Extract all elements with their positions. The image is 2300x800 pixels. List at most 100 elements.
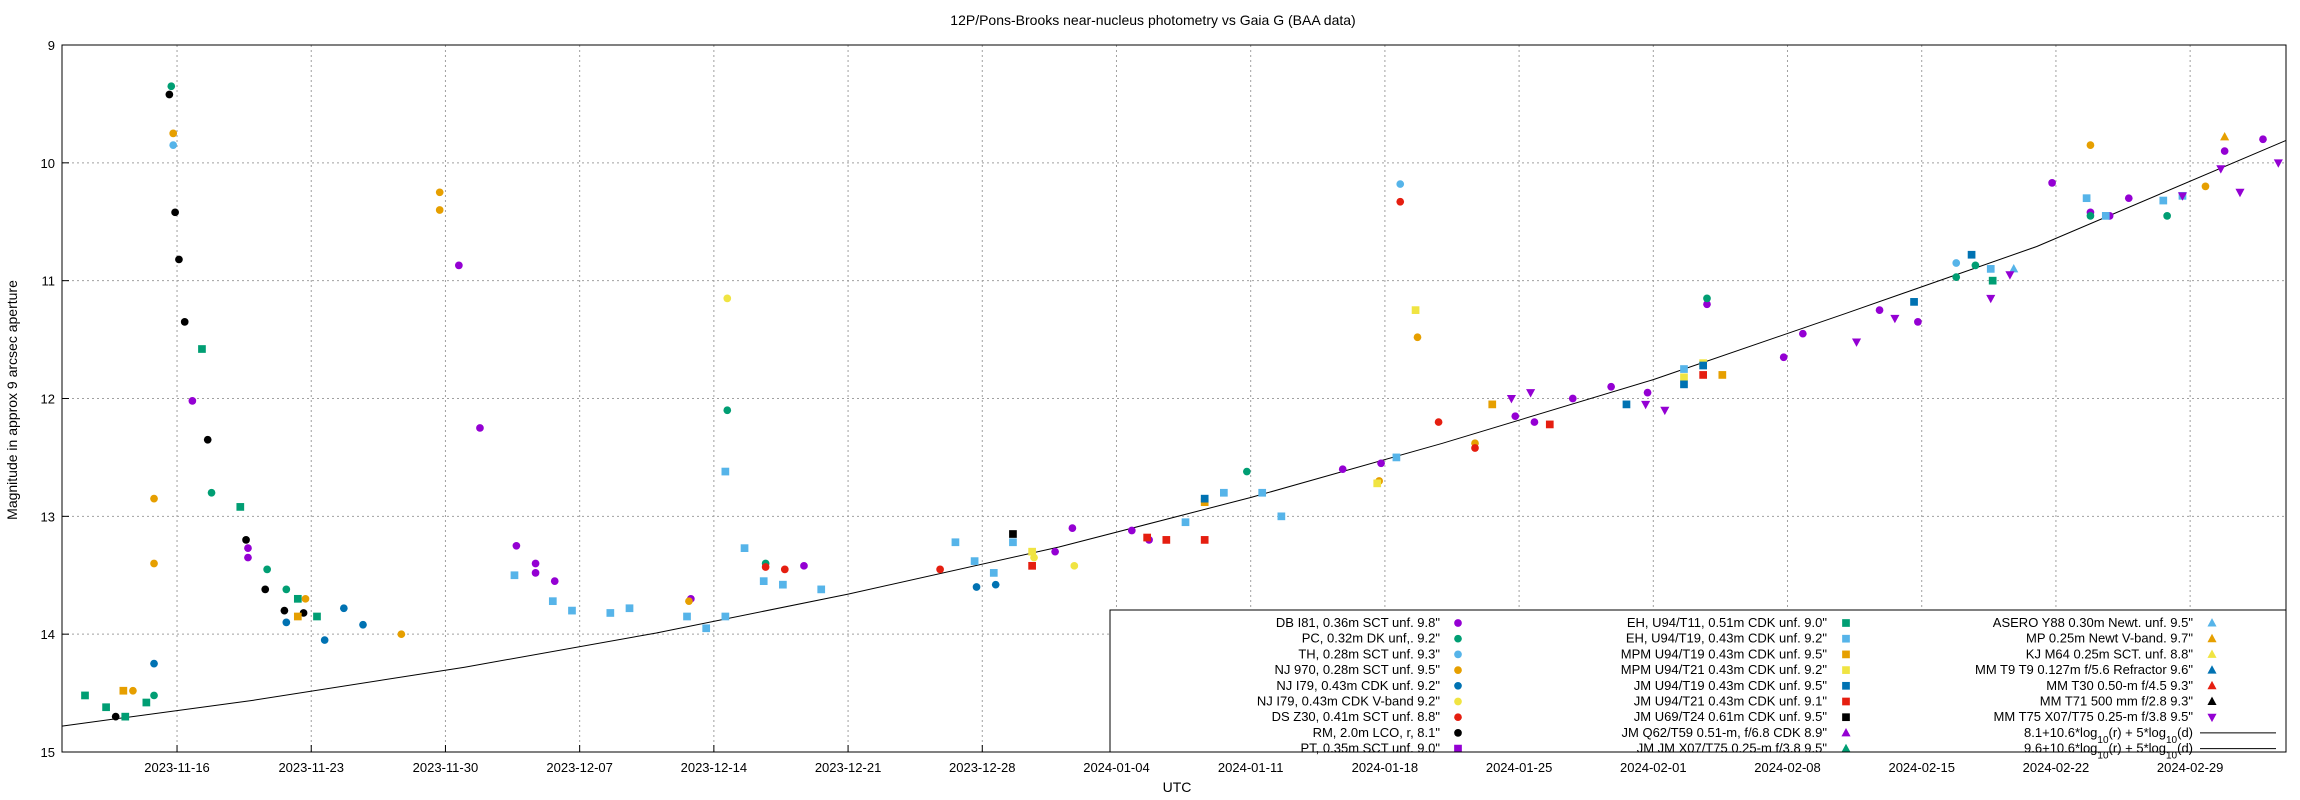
x-tick-label: 2024-01-25 [1486, 760, 1553, 775]
data-point [550, 577, 559, 585]
y-tick-label: 12 [41, 392, 55, 407]
data-point [568, 606, 576, 615]
legend-label: MPM U94/T21 0.43m CDK unf. 9.2" [1621, 662, 1828, 677]
data-point [723, 294, 732, 303]
y-tick-label: 13 [41, 509, 55, 524]
data-point [1660, 406, 1670, 416]
data-point [2086, 141, 2095, 150]
data-point [1127, 526, 1136, 535]
data-point [1413, 333, 1422, 342]
legend-marker [2207, 696, 2217, 705]
data-point [150, 691, 158, 700]
y-tick-label: 11 [42, 274, 56, 289]
data-point [313, 612, 321, 621]
legend-label: PC, 0.32m DK unf,. 9.2" [1302, 631, 1441, 646]
data-point [1030, 553, 1038, 562]
data-point [1488, 400, 1497, 409]
legend-label: NJ 970, 0.28m SCT unf. 9.5" [1274, 662, 1440, 677]
data-point [1988, 276, 1997, 285]
legend-label: DS Z30, 0.41m SCT unf. 8.8" [1272, 709, 1441, 724]
data-point [180, 318, 189, 326]
data-point [1703, 300, 1711, 309]
data-point [2201, 182, 2210, 191]
x-tick-label: 2024-02-15 [1888, 760, 1955, 775]
data-point [721, 612, 730, 621]
legend-marker [2207, 680, 2217, 690]
data-point [301, 594, 310, 603]
legend-label: JM U94/T21 0.43m CDK unf. 9.1" [1634, 694, 1828, 709]
data-point [207, 488, 216, 497]
data-point [1952, 259, 1961, 267]
data-point [359, 620, 367, 629]
data-point [1680, 373, 1688, 382]
legend-box [1109, 609, 2287, 753]
data-point [102, 703, 110, 712]
data-point [1699, 361, 1708, 370]
data-point [1545, 420, 1554, 429]
data-point [989, 569, 998, 577]
data-point [1875, 306, 1884, 314]
data-point [198, 345, 206, 353]
data-point [1070, 561, 1079, 570]
data-point [1641, 400, 1651, 410]
data-point [685, 597, 693, 606]
data-point [531, 569, 540, 577]
data-point [1051, 547, 1059, 556]
data-point [1028, 547, 1036, 556]
data-point [1680, 365, 1688, 373]
data-point [548, 597, 557, 606]
data-point [970, 557, 979, 565]
data-point [1511, 412, 1520, 421]
data-point [150, 659, 158, 668]
plot-frame [61, 44, 2287, 753]
data-point [761, 563, 770, 571]
legend-marker [1842, 681, 1850, 690]
data-point [111, 712, 120, 721]
data-point [1718, 371, 1727, 379]
data-point [2163, 212, 2171, 220]
legend-label: DB I81, 0.36m SCT unf. 9.8" [1276, 615, 1440, 630]
data-point [165, 90, 174, 99]
legend-label: MPM U94/T19 0.43m CDK unf. 9.5" [1621, 646, 1828, 661]
data-point [1338, 465, 1347, 474]
legend-marker [1454, 650, 1462, 659]
data-point [169, 141, 178, 150]
data-point [2101, 212, 2110, 220]
y-tick-label: 15 [41, 745, 55, 760]
data-point [119, 686, 128, 695]
data-point [702, 624, 711, 633]
x-tick-label: 2024-02-08 [1754, 760, 1821, 775]
legend-marker [2207, 618, 2217, 627]
data-point [339, 604, 348, 613]
legend-marker [2207, 649, 2217, 658]
legend-label: MM T71 500 mm f/2.8 9.3" [2040, 694, 2194, 709]
data-point [203, 435, 212, 444]
legend-label: NJ I79, 0.43m CDK unf. 9.2" [1276, 678, 1440, 693]
data-point [1851, 338, 1862, 347]
data-point [476, 424, 484, 432]
data-point [1607, 382, 1615, 391]
x-tick-label: 2024-01-04 [1083, 760, 1150, 775]
data-point [1411, 306, 1420, 314]
data-point [169, 129, 178, 138]
data-point [1243, 467, 1251, 476]
legend-label: MM T9 T9 0.127m f/5.6 Refractor 9.6" [1975, 662, 2193, 677]
data-point [142, 698, 151, 707]
data-point [244, 553, 252, 562]
data-point [1143, 533, 1152, 542]
data-point [1952, 273, 1961, 281]
data-point [282, 585, 291, 594]
data-point [606, 609, 615, 617]
legend-marker [1454, 619, 1462, 627]
data-point [1009, 530, 1017, 538]
legend-label: MM T30 0.50-m f/4.5 9.3" [2046, 678, 2193, 693]
data-point [236, 503, 245, 511]
legend-marker [2207, 713, 2217, 723]
data-point [1680, 380, 1688, 389]
data-point [121, 712, 130, 721]
legend-marker [1842, 713, 1850, 722]
data-point [531, 559, 540, 568]
legend-marker [1842, 634, 1850, 643]
legend-marker [1841, 743, 1851, 753]
